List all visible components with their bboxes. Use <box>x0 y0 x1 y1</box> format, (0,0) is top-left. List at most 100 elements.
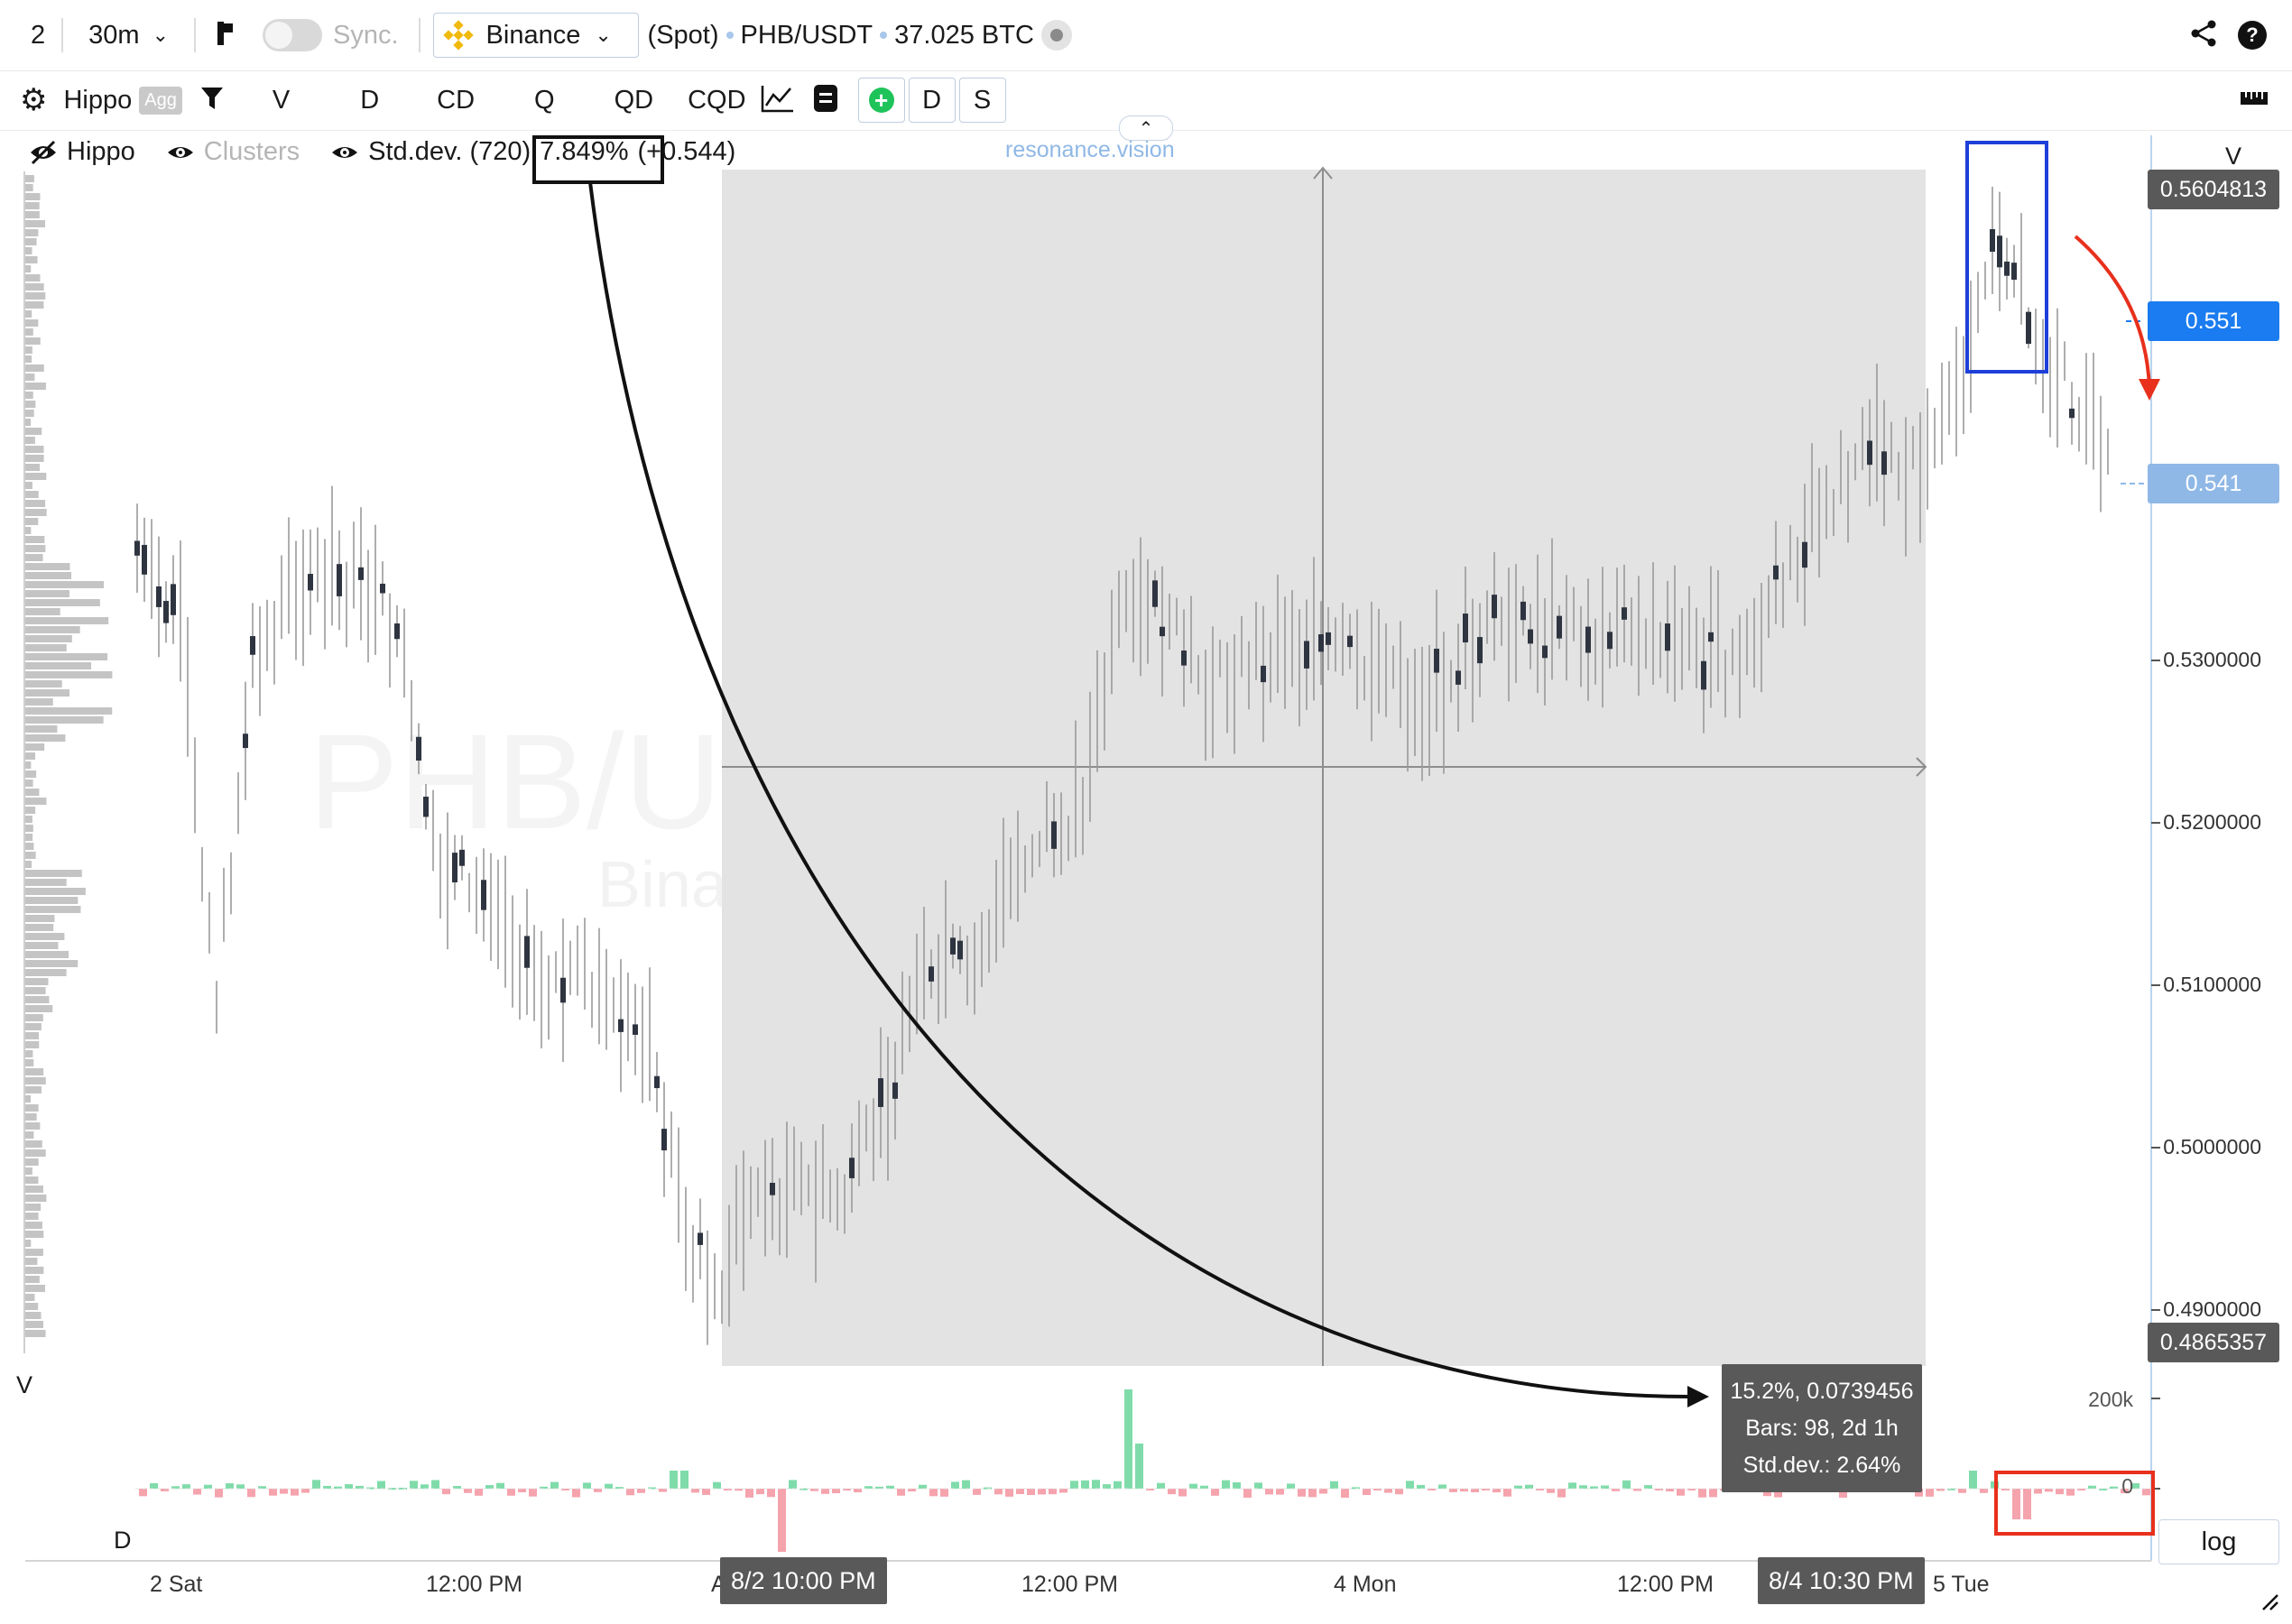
profile-bar <box>25 1023 42 1030</box>
profile-bar <box>25 1267 44 1274</box>
layout-number[interactable]: 2 <box>31 20 46 50</box>
delta-bar <box>1644 1485 1652 1489</box>
delta-bar <box>1319 1489 1327 1494</box>
delta-bar <box>496 1482 504 1489</box>
profile-bar <box>25 1249 43 1256</box>
legend-hippo[interactable]: Hippo <box>67 137 135 166</box>
delta-bar <box>1969 1471 1977 1489</box>
collapse-toolbar-tab[interactable]: ⌃ <box>1119 115 1173 141</box>
candle-body <box>1607 632 1613 650</box>
pair-name[interactable]: PHB/USDT <box>740 20 873 50</box>
delta-bar <box>2045 1489 2053 1492</box>
profile-bar <box>25 536 45 543</box>
delta-bar <box>1590 1486 1598 1489</box>
btn-v[interactable]: V <box>272 85 291 115</box>
delta-bar <box>171 1486 180 1489</box>
current-price-badge[interactable]: 0.551 <box>2148 301 2279 341</box>
legend-std-dev-label[interactable]: Std.dev. (72 <box>368 137 508 166</box>
profile-bar <box>25 1086 42 1093</box>
delta-bar <box>431 1480 439 1489</box>
share-icon[interactable] <box>2189 19 2218 52</box>
chevron-down-icon[interactable]: ⌄ <box>152 23 169 46</box>
time-tick: 12:00 PM <box>1617 1572 1714 1597</box>
exchange-select[interactable]: Binance ⌄ <box>432 13 639 58</box>
btn-d[interactable]: D <box>360 85 380 115</box>
crosshair-price-badge: 0.541 <box>2148 464 2279 503</box>
btn-qd[interactable]: QD <box>614 85 654 115</box>
divider <box>418 18 421 52</box>
delta-bar <box>767 1489 775 1498</box>
profile-bar <box>25 1032 39 1039</box>
eye-crossed-icon[interactable] <box>29 138 58 167</box>
delta-bar <box>1363 1489 1371 1496</box>
delta-bar <box>778 1489 786 1552</box>
delta-bar <box>1839 1489 1847 1498</box>
profile-bar <box>25 870 82 877</box>
plus-circle-icon: + <box>868 87 894 114</box>
ruler-icon[interactable] <box>2240 88 2269 113</box>
sync-toggle[interactable] <box>263 19 322 51</box>
add-indicator-button[interactable]: + <box>857 78 905 123</box>
toggle-s-label: S <box>973 85 992 115</box>
delta-bar <box>1352 1487 1360 1490</box>
delta-bar <box>1547 1489 1555 1493</box>
delta-bar <box>2023 1489 2031 1519</box>
line-chart-icon[interactable] <box>761 84 795 117</box>
delta-bar <box>1211 1489 1219 1496</box>
eye-icon[interactable] <box>330 138 359 167</box>
candle-body <box>1802 541 1807 568</box>
profile-bar <box>25 500 46 507</box>
profile-bar <box>25 509 47 516</box>
candle-body <box>1542 645 1548 659</box>
log-scale-button[interactable]: log <box>2158 1519 2279 1564</box>
profile-bar <box>25 996 50 1003</box>
delta-bar <box>291 1489 299 1496</box>
profile-bar <box>25 527 32 534</box>
candle-body <box>1051 821 1057 849</box>
gear-icon[interactable]: ⚙ <box>20 83 48 117</box>
delta-bar <box>1254 1482 1262 1489</box>
delta-bar <box>2142 1489 2150 1496</box>
candle-body <box>1881 451 1887 475</box>
delta-bar <box>464 1489 472 1493</box>
profile-bar <box>25 707 113 715</box>
chart-type-icon[interactable] <box>216 20 236 51</box>
profile-bar <box>25 256 38 263</box>
toggle-s-button[interactable]: S <box>958 78 1006 123</box>
delta-bar <box>1557 1489 1566 1498</box>
btn-cqd[interactable]: CQD <box>688 85 746 115</box>
candle-body <box>1463 614 1468 643</box>
candle-body <box>416 736 421 761</box>
btn-q[interactable]: Q <box>534 85 555 115</box>
eye-icon[interactable] <box>166 138 195 167</box>
profile-bar <box>25 464 41 471</box>
filter-icon[interactable] <box>200 86 224 115</box>
delta-bar <box>312 1480 320 1489</box>
delta-bar <box>1200 1485 1208 1489</box>
agg-badge[interactable]: Agg <box>139 86 182 115</box>
btn-cd[interactable]: CD <box>437 85 476 115</box>
delta-bar <box>1016 1489 1024 1494</box>
candle-body <box>1492 595 1497 619</box>
profile-bar <box>25 1068 44 1075</box>
profile-bar <box>25 184 33 191</box>
legend-clusters[interactable]: Clusters <box>203 137 300 166</box>
notes-icon[interactable] <box>813 84 838 117</box>
profile-bar <box>25 446 44 453</box>
profile-bar <box>25 1231 44 1238</box>
low-price-badge: 0.4865357 <box>2148 1323 2279 1362</box>
annotation-curve-arrow <box>588 181 1690 1398</box>
help-icon[interactable]: ? <box>2238 21 2267 50</box>
indicator-name[interactable]: Hippo <box>63 85 133 115</box>
toggle-d-button[interactable]: D <box>908 78 956 123</box>
delta-bar <box>1666 1489 1674 1492</box>
candle-body <box>1152 580 1158 607</box>
candle-body <box>134 540 140 556</box>
delta-bar <box>334 1486 342 1489</box>
candle-body <box>1477 637 1483 664</box>
profile-bar <box>25 1186 43 1193</box>
delta-bar <box>864 1486 873 1489</box>
timeframe-select[interactable]: 30m <box>88 20 140 50</box>
profile-bar <box>25 1222 42 1229</box>
